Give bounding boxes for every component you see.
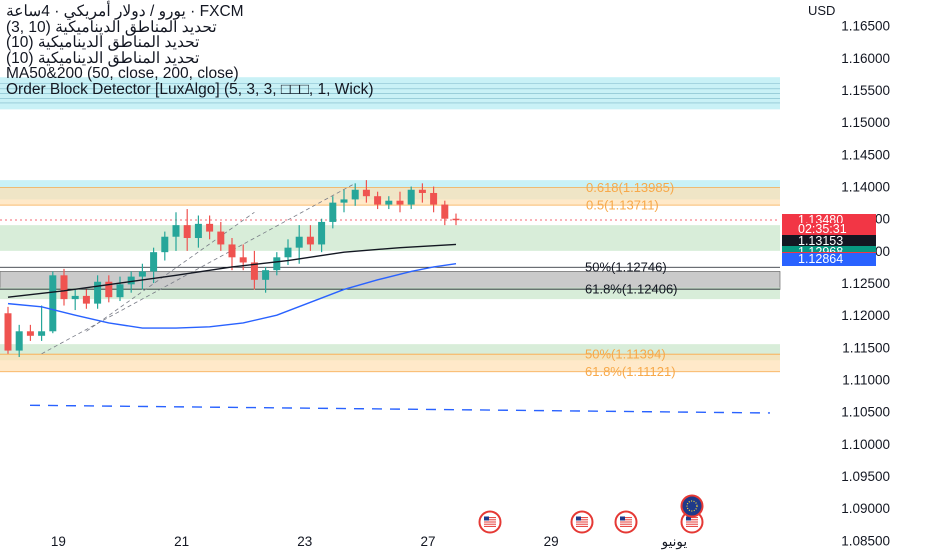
- zone-green-3: [0, 225, 780, 251]
- candle-29: [329, 196, 337, 229]
- us-event-flag-4: [680, 510, 704, 534]
- channel-upper: [41, 182, 356, 355]
- candle-34: [385, 196, 393, 210]
- candle-2: [26, 324, 34, 341]
- zone-orange-7: [0, 354, 780, 372]
- us-event-flag-2: [570, 510, 594, 534]
- candle-24: [273, 252, 281, 276]
- candle-14: [161, 231, 169, 261]
- y-tick-0: 1.16500: [841, 19, 890, 34]
- candle-20: [228, 238, 236, 271]
- candle-26: [295, 225, 303, 264]
- legend-indicator-3[interactable]: (10) تحديد المناطق الديناميكية: [6, 49, 200, 67]
- us-event-flag-1: [478, 510, 502, 534]
- x-tick-4: 29: [544, 534, 559, 549]
- zone-orange-2: [0, 187, 780, 206]
- fib-label-4: 50%(1.11394): [585, 347, 666, 362]
- legend-indicator-ma[interactable]: MA50&200 (50, close, 200, close): [6, 65, 239, 82]
- candle-37: [418, 183, 426, 203]
- candle-28: [318, 218, 326, 253]
- candle-36: [407, 186, 415, 210]
- candle-33: [374, 191, 382, 210]
- us-event-flag-3: [614, 510, 638, 534]
- candle-35: [396, 191, 404, 213]
- candle-1: [15, 324, 23, 358]
- candle-31: [351, 183, 359, 206]
- y-tick-8: 1.12500: [841, 276, 890, 291]
- price-tag-1: 02:35:31: [782, 222, 876, 236]
- candle-4: [49, 271, 57, 334]
- y-tick-10: 1.11500: [842, 340, 890, 355]
- ma200-projection: [29, 404, 771, 414]
- candle-22: [250, 250, 258, 290]
- fib-label-2: 50%(1.12746): [585, 260, 667, 275]
- y-tick-13: 1.10000: [841, 437, 890, 452]
- candle-38: [430, 186, 438, 213]
- y-tick-15: 1.09000: [841, 501, 890, 516]
- legend-indicator-order-block[interactable]: Order Block Detector [LuxAlgo] (5, 3, 3,…: [6, 80, 374, 98]
- candle-32: [362, 180, 370, 203]
- fib-label-0: 0.618(1.13985): [586, 180, 674, 195]
- ma200-line: [7, 263, 457, 329]
- candle-40: [452, 213, 460, 226]
- x-tick-0: 19: [51, 534, 66, 549]
- x-tick-1: 21: [174, 534, 189, 549]
- zone-green-5: [0, 287, 780, 300]
- eu-event-flag: [680, 494, 704, 518]
- channel-lower: [86, 211, 255, 332]
- candle-39: [441, 200, 449, 226]
- candle-13: [150, 247, 158, 284]
- y-tick-11: 1.11000: [842, 373, 890, 388]
- x-tick-3: 27: [420, 534, 435, 549]
- legend-indicator-1[interactable]: (3, 10) تحديد المناطق الديناميكية: [6, 18, 217, 36]
- fib-label-1: 0.5(1.13711): [586, 198, 659, 213]
- candle-9: [105, 275, 113, 303]
- candle-5: [60, 268, 68, 306]
- candle-6: [71, 289, 79, 311]
- candle-0: [4, 306, 12, 354]
- price-tag-2: 1.13153: [782, 234, 876, 248]
- candle-30: [340, 189, 348, 213]
- y-tick-16: 1.08500: [841, 533, 890, 548]
- candle-10: [116, 276, 124, 302]
- y-tick-2: 1.15500: [841, 83, 890, 98]
- ma50-line: [7, 243, 457, 298]
- candle-12: [138, 263, 146, 290]
- candle-15: [172, 212, 180, 251]
- fib-label-3: 61.8%(1.12406): [585, 282, 678, 297]
- candle-7: [82, 289, 90, 309]
- legend-symbol[interactable]: يورو / دولار أمريكي · 4ساعة · FXCM: [6, 3, 244, 20]
- price-axis-currency: USD: [808, 3, 836, 18]
- x-tick-2: 23: [297, 534, 312, 549]
- y-tick-3: 1.15000: [841, 115, 890, 130]
- candle-23: [262, 266, 270, 293]
- candle-8: [94, 275, 102, 309]
- candle-16: [183, 209, 191, 251]
- fib-label-5: 61.8%(1.11121): [585, 364, 676, 379]
- candle-19: [217, 221, 225, 251]
- price-axis: [782, 0, 932, 550]
- candle-17: [194, 215, 202, 248]
- y-tick-12: 1.10500: [841, 405, 890, 420]
- y-tick-14: 1.09500: [841, 469, 890, 484]
- x-tick-5: يونيو: [661, 534, 688, 550]
- candle-18: [206, 215, 214, 240]
- legend-indicator-2[interactable]: (10) تحديد المناطق الديناميكية: [6, 34, 200, 51]
- chart-legend: يورو / دولار أمريكي · 4ساعة · FXCM (3, 1…: [6, 4, 373, 97]
- candle-3: [38, 305, 46, 341]
- y-tick-1: 1.16000: [841, 51, 890, 66]
- candle-27: [306, 225, 314, 251]
- y-tick-9: 1.12000: [841, 308, 890, 323]
- price-tag-5: 1.12864: [782, 253, 876, 267]
- y-tick-5: 1.14000: [841, 180, 890, 195]
- y-tick-4: 1.14500: [841, 147, 890, 162]
